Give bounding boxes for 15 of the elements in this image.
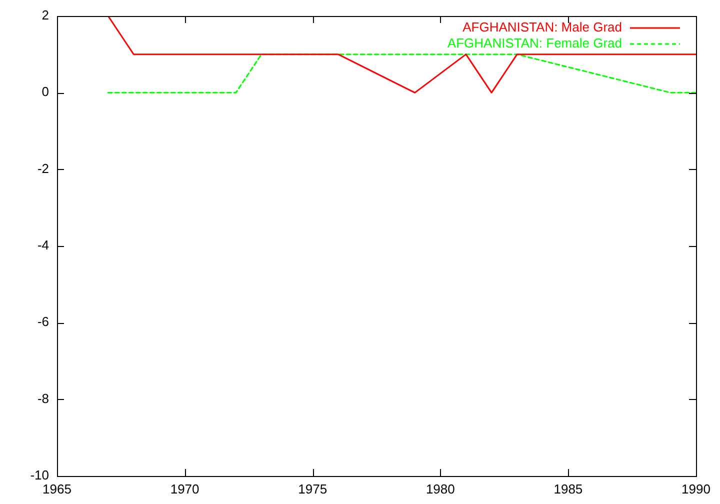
y-tick-label: 0 [42,84,49,100]
y-tick-label: -10 [30,468,49,483]
x-tick-label: 1980 [426,481,455,496]
x-tick-label: 1965 [42,481,72,496]
y-tick-label: -8 [37,390,49,406]
legend-label: AFGHANISTAN: Female Grad [447,36,622,51]
y-tick-label: -6 [37,314,49,330]
y-tick-label: 2 [42,8,49,23]
x-tick-label: 1990 [682,481,710,496]
x-tick-label: 1970 [170,481,200,496]
y-tick-label: -2 [37,160,49,176]
x-tick-label: 1975 [298,481,328,496]
legend-label: AFGHANISTAN: Male Grad [462,20,622,35]
y-tick-label: -4 [37,238,49,253]
x-tick-label: 1985 [554,481,583,496]
